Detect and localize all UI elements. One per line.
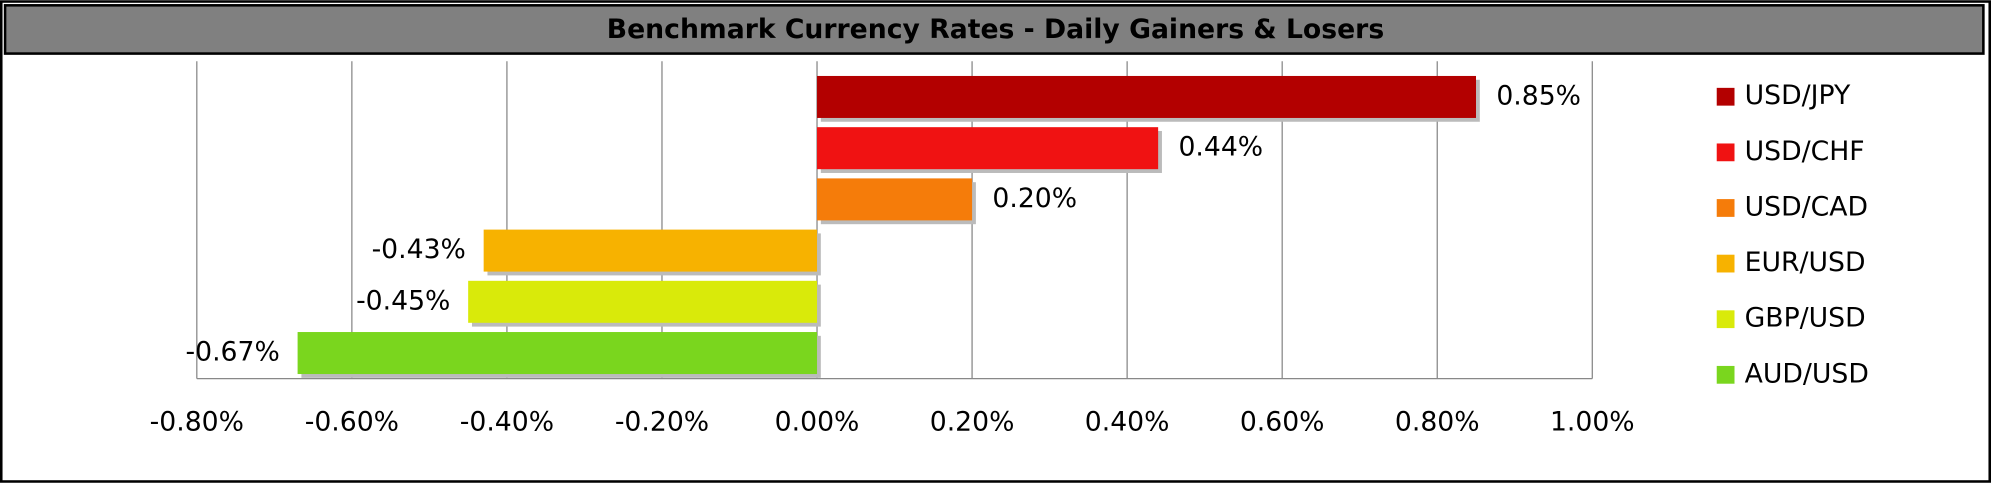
legend-label: EUR/USD xyxy=(1745,247,1866,278)
x-tick-label: 1.00% xyxy=(1550,407,1635,438)
legend-label: GBP/USD xyxy=(1745,303,1866,334)
legend-swatch xyxy=(1716,254,1735,273)
title-bar xyxy=(3,4,1985,55)
value-label: -0.45% xyxy=(356,285,450,316)
x-tick-label: 0.00% xyxy=(775,407,860,438)
legend-label: USD/CAD xyxy=(1745,191,1868,222)
x-tick-label: -0.20% xyxy=(615,407,709,438)
x-tick-label: 0.20% xyxy=(930,407,1015,438)
value-label: 0.20% xyxy=(992,183,1077,214)
legend-swatch xyxy=(1716,87,1735,106)
chart-title: Benchmark Currency Rates - Daily Gainers… xyxy=(607,14,1384,45)
x-tick-label: 0.40% xyxy=(1085,407,1170,438)
x-tick-label: -0.40% xyxy=(460,407,554,438)
bar xyxy=(297,332,818,375)
x-tick-label: 0.60% xyxy=(1240,407,1325,438)
x-tick-label: 0.80% xyxy=(1395,407,1480,438)
legend-label: AUD/USD xyxy=(1745,358,1869,389)
value-label: -0.67% xyxy=(186,337,280,368)
bar xyxy=(817,178,973,221)
value-label: -0.43% xyxy=(372,234,466,265)
legend-swatch xyxy=(1716,365,1735,384)
legend-swatch xyxy=(1716,199,1735,217)
value-label: 0.44% xyxy=(1178,132,1263,163)
legend-swatch xyxy=(1716,143,1735,162)
bar xyxy=(483,229,818,272)
x-tick-label: -0.80% xyxy=(150,407,244,438)
legend-label: USD/JPY xyxy=(1745,80,1851,111)
value-label: 0.85% xyxy=(1496,80,1581,111)
x-tick-label: -0.60% xyxy=(305,407,399,438)
bar xyxy=(817,127,1159,170)
legend-label: USD/CHF xyxy=(1745,136,1865,167)
bar xyxy=(468,280,818,323)
bar xyxy=(817,75,1477,118)
legend-swatch xyxy=(1716,310,1735,329)
